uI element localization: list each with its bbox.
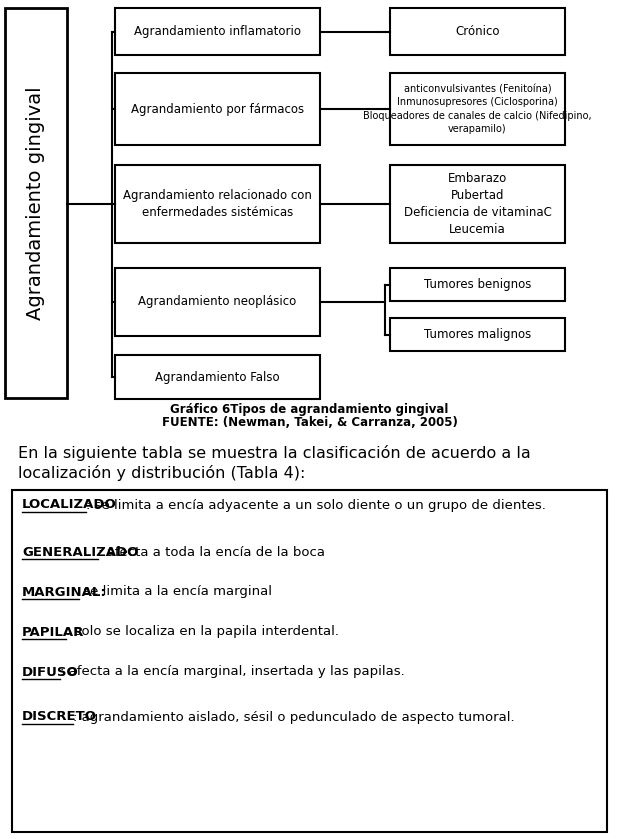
FancyBboxPatch shape: [115, 355, 320, 399]
Text: Tumores benignos: Tumores benignos: [424, 278, 531, 291]
FancyBboxPatch shape: [390, 318, 565, 351]
Text: DISCRETO: DISCRETO: [22, 711, 97, 723]
Text: Agrandamiento inflamatorio: Agrandamiento inflamatorio: [134, 25, 301, 38]
Text: LOCALIZADO: LOCALIZADO: [22, 498, 117, 512]
Text: GENERALIZADO: GENERALIZADO: [22, 545, 139, 559]
FancyBboxPatch shape: [115, 165, 320, 243]
Text: FUENTE: (Newman, Takei, & Carranza, 2005): FUENTE: (Newman, Takei, & Carranza, 2005…: [162, 416, 457, 430]
FancyBboxPatch shape: [390, 8, 565, 55]
Text: : agrandamiento aislado, sésil o pedunculado de aspecto tumoral.: : agrandamiento aislado, sésil o peduncu…: [73, 711, 514, 723]
Text: Crónico: Crónico: [455, 25, 500, 38]
FancyBboxPatch shape: [115, 73, 320, 145]
Text: MARGINAL:: MARGINAL:: [22, 586, 106, 598]
Text: anticonvulsivantes (Fenitoína)
Inmunosupresores (Ciclosporina)
Bloqueadores de c: anticonvulsivantes (Fenitoína) Inmunosup…: [363, 84, 592, 133]
Text: : solo se localiza en la papila interdental.: : solo se localiza en la papila interden…: [66, 626, 339, 638]
FancyBboxPatch shape: [115, 268, 320, 336]
Text: DIFUSO: DIFUSO: [22, 665, 79, 679]
FancyBboxPatch shape: [12, 490, 607, 832]
Text: En la siguiente tabla se muestra la clasificación de acuerdo a la: En la siguiente tabla se muestra la clas…: [18, 445, 530, 461]
FancyBboxPatch shape: [390, 165, 565, 243]
Text: Agrandamiento por fármacos: Agrandamiento por fármacos: [131, 102, 304, 116]
FancyBboxPatch shape: [390, 268, 565, 301]
Text: Agrandamiento gingival: Agrandamiento gingival: [27, 86, 46, 320]
FancyBboxPatch shape: [390, 73, 565, 145]
Text: : afecta a toda la encía de la boca: : afecta a toda la encía de la boca: [98, 545, 325, 559]
Text: localización y distribución (Tabla 4):: localización y distribución (Tabla 4):: [18, 465, 305, 481]
Text: : se limita a encía adyacente a un solo diente o un grupo de dientes.: : se limita a encía adyacente a un solo …: [85, 498, 545, 512]
FancyBboxPatch shape: [5, 8, 67, 398]
Text: Embarazo
Pubertad
Deficiencia de vitaminaC
Leucemia: Embarazo Pubertad Deficiencia de vitamin…: [404, 172, 552, 236]
Text: se limita a la encía marginal: se limita a la encía marginal: [79, 586, 272, 598]
Text: Tumores malignos: Tumores malignos: [424, 328, 531, 341]
Text: Agrandamiento Falso: Agrandamiento Falso: [155, 371, 280, 383]
Text: : afecta a la encía marginal, insertada y las papilas.: : afecta a la encía marginal, insertada …: [60, 665, 405, 679]
Text: PAPILAR: PAPILAR: [22, 626, 84, 638]
FancyBboxPatch shape: [115, 8, 320, 55]
Text: Gráfico 6Tipos de agrandamiento gingival: Gráfico 6Tipos de agrandamiento gingival: [170, 404, 449, 416]
Text: Agrandamiento neoplásico: Agrandamiento neoplásico: [139, 295, 297, 309]
Text: Agrandamiento relacionado con
enfermedades sistémicas: Agrandamiento relacionado con enfermedad…: [123, 189, 312, 219]
